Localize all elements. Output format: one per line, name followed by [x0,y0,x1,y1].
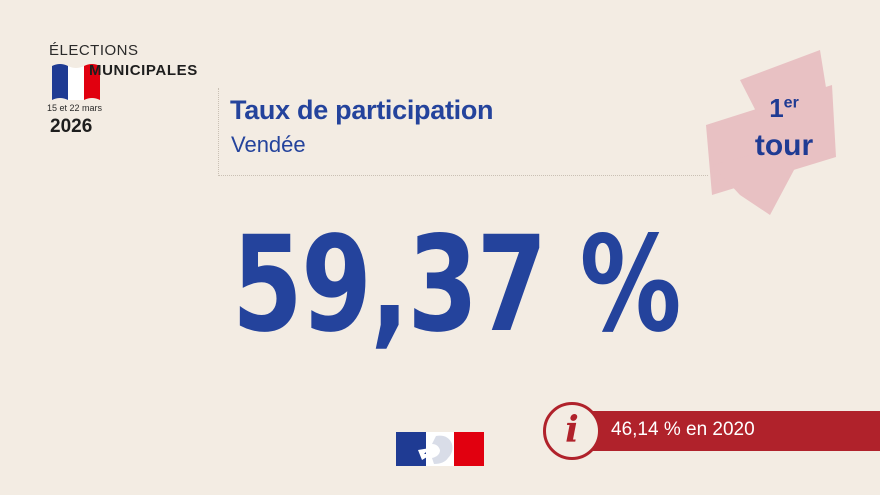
french-flag-icon [52,64,100,100]
round-badge: 1er tour [700,45,840,220]
info-icon: i [543,402,601,460]
participation-value: 59,37 % [232,208,681,362]
logo-municipales-text: MUNICIPALES [89,62,198,79]
republique-francaise-logo [396,432,484,466]
page-subtitle: Vendée [231,132,306,157]
round-number: 1er [769,93,799,123]
round-suffix: er [783,94,799,112]
elections-logo: ÉLECTIONS MUNICIPALES 15 et 22 mars 2026 [0,0,215,150]
info-glyph: i [565,409,579,451]
page-title: Taux de participation [230,95,494,125]
logo-dates: 15 et 22 mars [47,103,103,113]
comparison-banner [590,411,880,451]
logo-elections-text: ÉLECTIONS [49,42,139,59]
round-label: tour [754,129,814,162]
round-badge-shape [706,50,836,215]
header-divider [218,88,708,176]
comparison-text: 46,14 % en 2020 [611,419,755,440]
logo-year: 2026 [50,116,93,137]
